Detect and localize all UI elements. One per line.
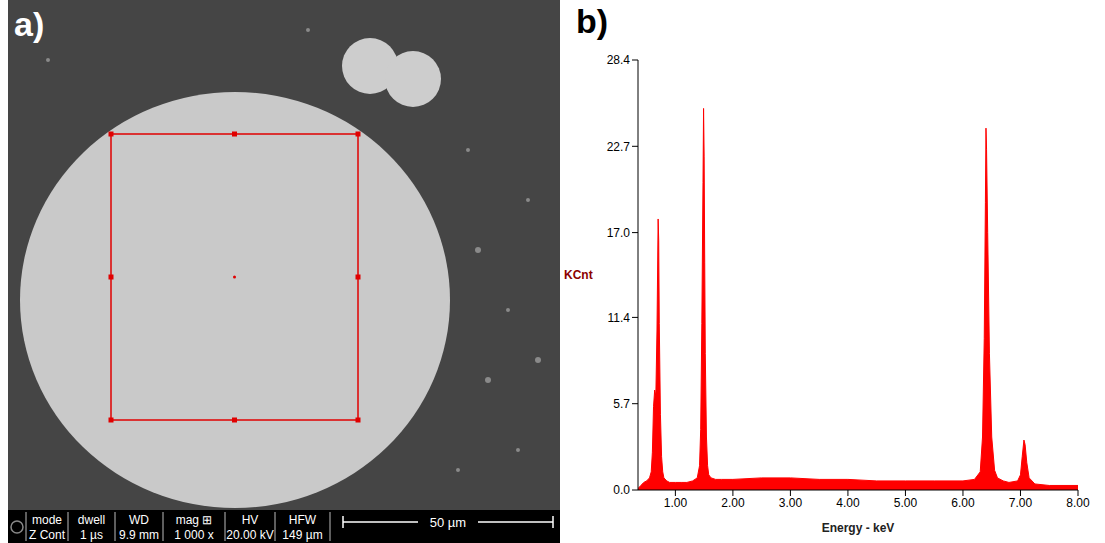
svg-text:KCnt: KCnt (564, 268, 593, 282)
svg-text:a): a) (14, 5, 44, 43)
svg-text:5.00: 5.00 (894, 496, 918, 510)
svg-text:3.00: 3.00 (779, 496, 803, 510)
svg-text:8.00: 8.00 (1066, 496, 1090, 510)
svg-text:1 000 x: 1 000 x (174, 528, 213, 542)
svg-text:7.00: 7.00 (1009, 496, 1033, 510)
svg-text:Energy - keV: Energy - keV (822, 521, 895, 535)
svg-text:11.4: 11.4 (608, 311, 631, 325)
svg-text:2.00: 2.00 (721, 496, 745, 510)
svg-text:149 µm: 149 µm (282, 528, 322, 542)
svg-text:mag ⊞: mag ⊞ (176, 513, 213, 527)
svg-text:5.7: 5.7 (613, 397, 630, 411)
svg-text:HFW: HFW (289, 513, 317, 527)
svg-text:WD: WD (129, 513, 149, 527)
svg-text:17.0: 17.0 (607, 226, 631, 240)
svg-text:HV: HV (242, 513, 259, 527)
svg-text:6.00: 6.00 (951, 496, 975, 510)
svg-text:28.4: 28.4 (607, 53, 631, 67)
svg-text:50 µm: 50 µm (430, 515, 466, 530)
svg-text:4.00: 4.00 (836, 496, 860, 510)
svg-text:1.00: 1.00 (664, 496, 688, 510)
svg-text:dwell: dwell (78, 513, 105, 527)
svg-text:20.00 kV: 20.00 kV (226, 528, 273, 542)
svg-text:Z Cont: Z Cont (29, 528, 66, 542)
html-text:b): b) (576, 2, 609, 40)
svg-text:mode: mode (32, 513, 62, 527)
svg-text:9.9 mm: 9.9 mm (119, 528, 159, 542)
svg-text:0.0: 0.0 (613, 483, 630, 497)
svg-text:1 µs: 1 µs (80, 528, 103, 542)
svg-text:22.7: 22.7 (607, 140, 631, 154)
